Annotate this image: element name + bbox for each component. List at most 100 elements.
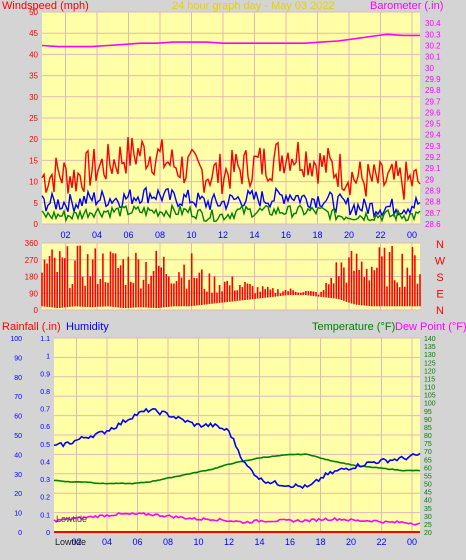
barometer-series-group <box>41 33 420 48</box>
temperature-x-tick-label: 20 <box>346 537 356 547</box>
wind-x-tick-label: 02 <box>60 230 70 240</box>
barometer-y-tick-label: 30.3 <box>425 30 441 39</box>
barometer-y-tick-label: 29.6 <box>425 108 441 117</box>
dewpoint-line <box>53 512 421 526</box>
temperature-y-tick-label: 85 <box>424 425 432 432</box>
wind-y-tick-label: 40 <box>29 50 38 59</box>
temperature-x-tick-label: 06 <box>132 537 142 547</box>
barometer-y-tick-label: 29 <box>425 175 434 184</box>
temperature-y-tick-label: 65 <box>424 457 432 464</box>
temperature-y-tick-label: 35 <box>424 506 432 513</box>
temperature-y-tick-label: 80 <box>424 433 432 440</box>
temperature-x-tick-label: 12 <box>224 537 234 547</box>
humidity-y-tick-label: 30 <box>14 472 22 479</box>
barometer-y-tick-label: 29.9 <box>425 75 441 84</box>
humidity-y-tick-label: 40 <box>14 452 22 459</box>
humidity-y-tick-label: 50 <box>14 433 22 440</box>
rain-y-tick-labels: 0 0.1 0.2 0.3 0.4 0.5 0.6 0.7 0.8 0.9 1 1.1 <box>40 336 50 537</box>
barometer-y-tick-label: 30.1 <box>425 53 441 62</box>
temperature-y-tick-label: 90 <box>424 417 432 424</box>
wind-y-tick-label: 20 <box>29 135 38 144</box>
rain-y-tick-label: 0.6 <box>40 424 50 431</box>
temperature-x-tick-label: 08 <box>163 537 173 547</box>
wind-low-line <box>41 203 421 223</box>
humidity-y-tick-label: 10 <box>14 511 22 518</box>
wind-x-tick-label: 00 <box>407 230 417 240</box>
barometer-y-tick-label: 28.6 <box>425 220 441 229</box>
temperature-x-tick-label: 02 <box>71 537 81 547</box>
wind-y-tick-label: 0 <box>34 220 39 229</box>
compass-label: W <box>435 256 446 268</box>
rain-y-tick-label: 0.8 <box>40 389 50 396</box>
rain-y-tick-label: 1 <box>46 354 50 361</box>
humidity-y-tick-label: 70 <box>14 394 22 401</box>
temperature-y-tick-label: 110 <box>424 385 435 392</box>
temperature-y-tick-label: 45 <box>424 490 432 497</box>
temperature-y-tick-label: 55 <box>424 473 432 480</box>
wind-x-tick-label: 06 <box>123 230 133 240</box>
wind-x-tick-label: 18 <box>312 230 322 240</box>
direction-y-tick-label: 180 <box>25 273 39 282</box>
direction-series-group <box>41 245 421 309</box>
wind-average-line <box>41 186 421 219</box>
temperature-y-tick-label: 115 <box>424 376 435 383</box>
humidity-y-tick-label: 0 <box>18 530 22 537</box>
temperature-series-group <box>53 407 421 533</box>
direction-y-tick-label: 360 <box>25 239 39 248</box>
barometer-y-tick-label: 28.7 <box>425 209 441 218</box>
barometer-line <box>41 33 420 48</box>
wind-x-tick-label: 12 <box>218 230 228 240</box>
temperature-y-tick-label: 60 <box>424 465 432 472</box>
temperature-x-tick-labels: 02 04 06 08 10 12 14 16 18 20 22 00 <box>71 537 417 547</box>
temperature-y-tick-label: 125 <box>424 360 436 367</box>
compass-label: N <box>436 239 444 251</box>
direction-y-tick-label: 90 <box>29 289 38 298</box>
wind-y-tick-label: 25 <box>29 114 38 123</box>
temperature-y-tick-labels: 2025303540455055606570758085909510010511… <box>424 336 436 537</box>
humidity-y-tick-label: 100 <box>10 336 22 343</box>
barometer-y-tick-label: 29.3 <box>425 142 441 151</box>
barometer-y-tick-label: 29.4 <box>425 131 441 140</box>
rain-y-tick-label: 1.1 <box>40 336 50 343</box>
rain-y-tick-label: 0.5 <box>40 442 50 449</box>
rain-y-tick-label: 0 <box>46 530 50 537</box>
temperature-x-tick-label: 16 <box>285 537 295 547</box>
temperature-y-tick-label: 70 <box>424 449 432 456</box>
barometer-y-tick-label: 30.4 <box>425 19 441 28</box>
wind-x-tick-label: 20 <box>344 230 354 240</box>
wind-y-tick-label: 15 <box>29 156 38 165</box>
wind-y-tick-label: 30 <box>29 93 38 102</box>
rain-y-tick-label: 0.2 <box>40 495 50 502</box>
temperature-y-tick-label: 75 <box>424 441 432 448</box>
wind-x-tick-label: 04 <box>92 230 102 240</box>
wind-gust-line <box>41 137 421 200</box>
rain-y-tick-label: 0.4 <box>40 459 50 466</box>
rain-y-tick-label: 0.7 <box>40 407 50 414</box>
temperature-axis-label: Temperature (°F) <box>312 321 395 333</box>
humidity-y-tick-label: 90 <box>14 355 22 362</box>
wind-series-group <box>41 137 421 223</box>
wind-y-tick-label: 50 <box>29 8 38 17</box>
rain-y-tick-label: 0.1 <box>40 512 50 519</box>
humidity-axis-label: Humidity <box>66 321 109 333</box>
humidity-line <box>53 407 421 490</box>
compass-label: S <box>436 272 443 284</box>
wind-x-tick-label: 08 <box>155 230 165 240</box>
temperature-x-tick-label: 10 <box>193 537 203 547</box>
wind-y-tick-label: 5 <box>34 199 39 208</box>
rain-y-tick-label: 0.3 <box>40 477 50 484</box>
barometer-y-tick-label: 30 <box>425 64 434 73</box>
humidity-y-tick-label: 60 <box>14 414 22 421</box>
temperature-y-tick-label: 130 <box>424 352 436 359</box>
temperature-x-tick-label: 18 <box>315 537 325 547</box>
rain-y-tick-label: 0.9 <box>40 371 50 378</box>
wind-x-tick-label: 22 <box>375 230 385 240</box>
humidity-y-tick-label: 20 <box>14 491 22 498</box>
lowtide-annotation-bottom: Lowtide <box>55 537 86 547</box>
direction-y-tick-label: 270 <box>25 256 39 265</box>
wind-y-tick-labels: 0 5 10 15 20 25 30 35 40 45 50 <box>29 8 38 229</box>
barometer-y-tick-label: 29.1 <box>425 164 441 173</box>
